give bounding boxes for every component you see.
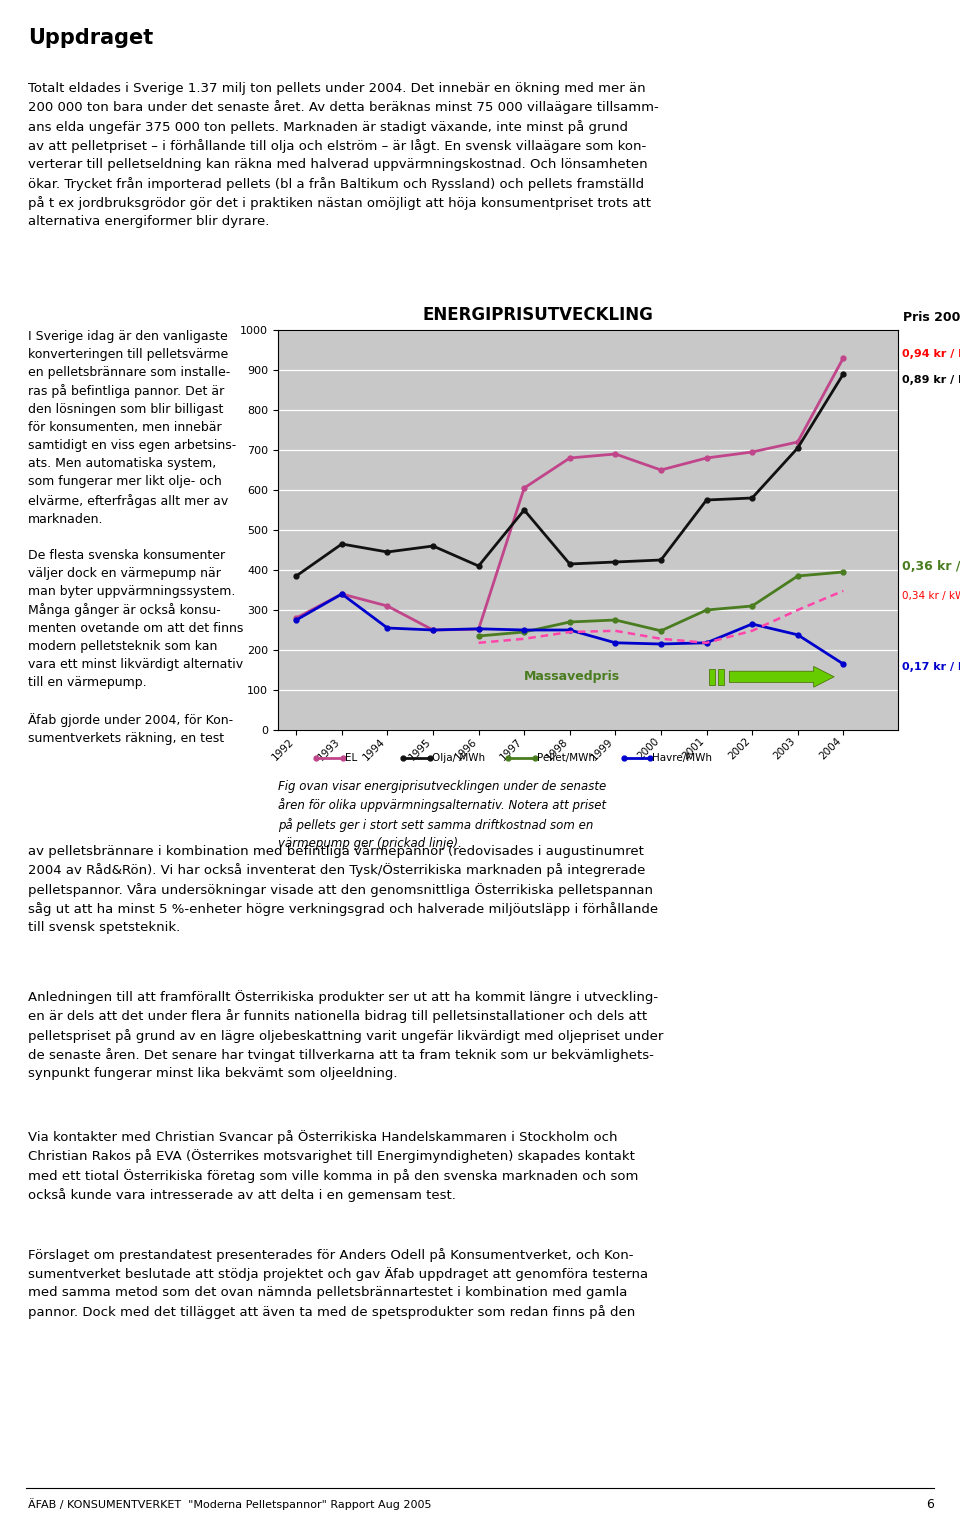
Text: Havre/MWh: Havre/MWh — [653, 753, 712, 762]
Text: ENERGIPRISUTVECKLING: ENERGIPRISUTVECKLING — [423, 307, 654, 323]
Text: Uppdraget: Uppdraget — [28, 27, 154, 47]
Text: Olja/ MWh: Olja/ MWh — [432, 753, 485, 762]
Text: Massavedpris: Massavedpris — [524, 671, 620, 683]
Text: EL: EL — [346, 753, 357, 762]
Text: av pelletsbrännare i kombination med befintliga värmepannor (redovisades i augus: av pelletsbrännare i kombination med bef… — [28, 845, 659, 935]
Text: Anledningen till att framförallt Österrikiska produkter ser ut att ha kommit län: Anledningen till att framförallt Österri… — [28, 990, 663, 1080]
Text: Förslaget om prestandatest presenterades för Anders Odell på Konsumentverket, oc: Förslaget om prestandatest presenterades… — [28, 1247, 648, 1319]
Text: Pris 2005: Pris 2005 — [902, 311, 960, 323]
Text: 0,94 kr / kWh: 0,94 kr / kWh — [901, 349, 960, 358]
Text: 0,36 kr / kWh: 0,36 kr / kWh — [901, 560, 960, 573]
Text: I Sverige idag är den vanligaste
konverteringen till pelletsvärme
en pelletsbrän: I Sverige idag är den vanligaste konvert… — [28, 329, 244, 744]
FancyArrow shape — [730, 666, 834, 688]
Text: 0,17 kr / kWh: 0,17 kr / kWh — [901, 662, 960, 673]
Text: Pellet/MWh: Pellet/MWh — [538, 753, 595, 762]
Text: Via kontakter med Christian Svancar på Österrikiska Handelskammaren i Stockholm : Via kontakter med Christian Svancar på Ö… — [28, 1130, 638, 1202]
Text: Totalt eldades i Sverige 1.37 milj ton pellets under 2004. Det innebär en ökning: Totalt eldades i Sverige 1.37 milj ton p… — [28, 82, 659, 229]
Text: 6: 6 — [926, 1498, 934, 1511]
Text: Fig ovan visar energiprisutvecklingen under de senaste
åren för olika uppvärmnin: Fig ovan visar energiprisutvecklingen un… — [278, 779, 607, 849]
Text: 0,89 kr / kWh: 0,89 kr / kWh — [901, 375, 960, 384]
Bar — [708, 669, 715, 685]
Text: 0,34 kr / kWh: 0,34 kr / kWh — [901, 590, 960, 601]
Bar — [718, 669, 724, 685]
Text: ÄFAB / KONSUMENTVERKET  "Moderna Pelletspannor" Rapport Aug 2005: ÄFAB / KONSUMENTVERKET "Moderna Pelletsp… — [28, 1498, 431, 1510]
